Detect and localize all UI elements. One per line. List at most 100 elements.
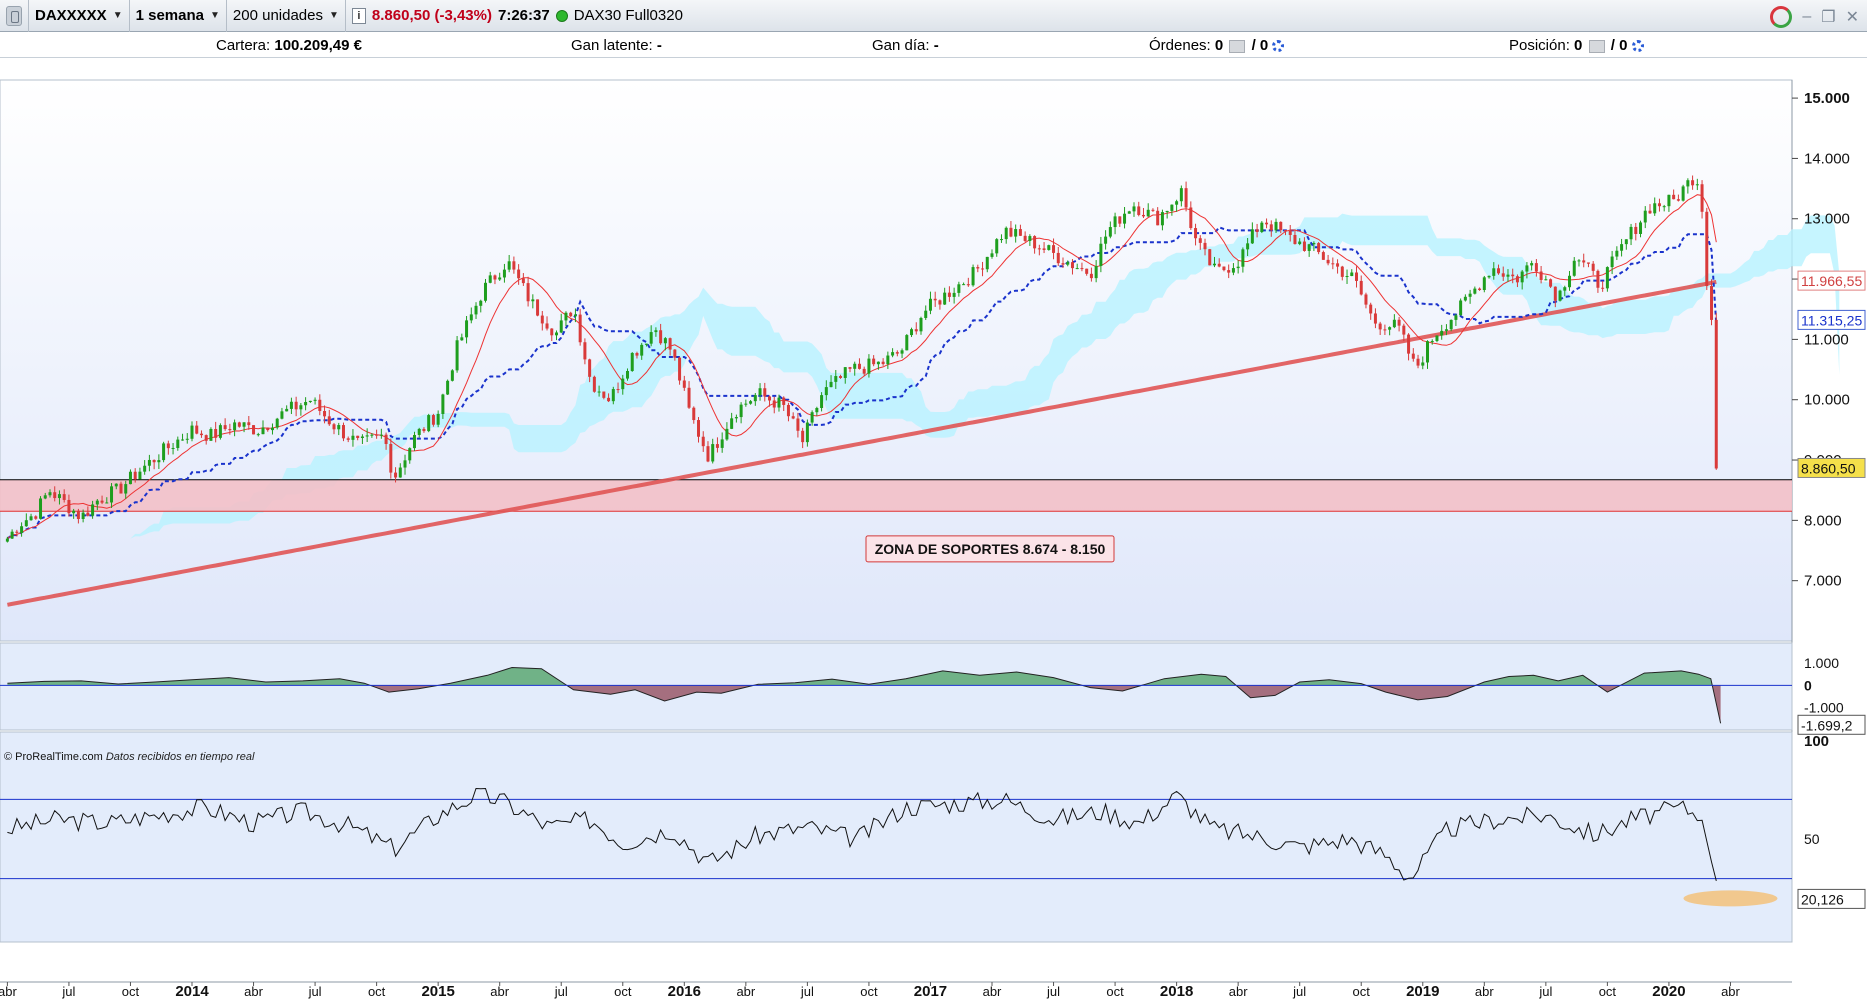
candle-body [730, 418, 734, 429]
candle-body [706, 446, 710, 462]
candle-body [1577, 260, 1581, 262]
candle-body [995, 239, 999, 254]
gear-icon[interactable] [1272, 40, 1285, 53]
candle-body [1525, 265, 1529, 272]
units-label: 200 unidades [232, 7, 323, 24]
candle-body [1028, 236, 1032, 241]
candle-body [1340, 266, 1344, 277]
candle-body [261, 427, 265, 435]
minimize-icon[interactable]: – [1802, 8, 1812, 25]
oscillator-value-flag: -1.699,2 [1801, 717, 1853, 733]
candle-body [67, 499, 71, 514]
candle-body [1676, 199, 1680, 201]
candle-body [1691, 180, 1695, 186]
info-icon[interactable]: i [351, 7, 366, 24]
candle-body [526, 283, 530, 302]
oscillator-plot-area[interactable] [0, 642, 1793, 731]
time-tick-label: abr [1475, 984, 1494, 999]
candle-body [233, 422, 237, 431]
candle-body [152, 459, 156, 463]
ordenes-total: / 0 [1251, 37, 1269, 54]
candle-body [801, 430, 805, 443]
candle-body [1435, 335, 1439, 342]
candle-body [1468, 293, 1472, 297]
candle-body [43, 495, 47, 499]
candle-body [1653, 203, 1657, 214]
copyright-note: © ProRealTime.com Datos recibidos en tie… [4, 751, 254, 763]
candle-body [1288, 230, 1292, 235]
candle-body [1047, 245, 1051, 250]
instrument-selector[interactable]: DAXXXXX ▼ [29, 0, 130, 32]
rsi-plot-area[interactable] [0, 731, 1793, 943]
candle-body [791, 416, 795, 419]
candle-body [185, 438, 189, 440]
last-price-flag-box [1797, 457, 1866, 478]
candle-body [635, 352, 639, 356]
time-tick-label: 2020 [1652, 983, 1685, 1000]
position-box-icon[interactable] [1588, 39, 1605, 53]
kijun-value-flag-box [1797, 309, 1866, 330]
candle-body [597, 391, 601, 393]
candle-body [772, 400, 776, 408]
contract-name: DAX30 Full0320 [573, 7, 683, 24]
time-tick-label: jul [554, 984, 568, 999]
candle-body [682, 380, 686, 388]
candle-body [876, 361, 880, 365]
candle-body [1246, 243, 1250, 250]
chart-area[interactable]: ZONA DE SOPORTES 8.674 - 8.150 15.000 14.0… [0, 58, 1867, 1000]
candle-body [133, 471, 137, 480]
candle-body [815, 407, 819, 413]
chevron-down-icon: ▼ [112, 10, 123, 21]
units-selector[interactable]: 200 unidades ▼ [227, 0, 346, 32]
candle-body [1345, 276, 1349, 278]
time-tick-label: abr [736, 984, 755, 999]
time-tick-label: abr [1721, 984, 1740, 999]
candle-body [1160, 212, 1164, 226]
candle-body [947, 292, 951, 297]
candle-body [1146, 209, 1150, 217]
candle-body [550, 328, 554, 336]
restore-icon[interactable]: ❐ [1821, 9, 1836, 26]
candle-body [1080, 268, 1084, 270]
ordenes-count: 0 [1214, 37, 1224, 54]
cartera-label: Cartera: [216, 37, 271, 54]
close-icon[interactable]: ✕ [1845, 9, 1859, 26]
candle-body [417, 428, 421, 435]
grip-handle[interactable] [0, 0, 29, 32]
candle-body [914, 329, 918, 332]
candle-body [886, 355, 890, 365]
candle-body [1009, 227, 1013, 237]
candle-body [15, 531, 19, 533]
price-tick-label: 8.000 [1804, 512, 1842, 529]
candle-body [1643, 210, 1647, 223]
refresh-icon[interactable] [1770, 6, 1793, 28]
candle-body [209, 428, 213, 441]
candle-body [952, 292, 956, 297]
candle-body [323, 411, 327, 417]
candle-body [304, 402, 308, 406]
candle-body [498, 277, 502, 280]
chart-canvas[interactable]: ZONA DE SOPORTES 8.674 - 8.150 15.000 14.0… [0, 58, 1867, 1000]
candle-body [1198, 238, 1202, 243]
oscillator-panel[interactable]: 1.000 0 -1.000-1.699,2 [0, 642, 1866, 735]
period-selector[interactable]: 1 semana ▼ [130, 0, 227, 32]
candle-body [758, 388, 762, 396]
candle-body [588, 359, 592, 377]
rsi-panel[interactable]: 100 50 20,126 [0, 731, 1866, 943]
candle-body [256, 434, 260, 436]
candle-body [1179, 188, 1183, 202]
gear-icon[interactable] [1631, 40, 1644, 53]
candle-body [507, 261, 511, 270]
candle-body [1515, 276, 1519, 283]
quote-time: 7:26:37 [497, 7, 550, 24]
candle-body [853, 363, 857, 369]
candle-body [678, 357, 682, 381]
oscillator-positive-area [7, 667, 1713, 686]
candle-body [143, 465, 147, 472]
short-moving-average-line [7, 194, 1717, 540]
time-tick-label: abr [983, 984, 1002, 999]
candle-body [441, 394, 445, 414]
candle-body [308, 400, 312, 403]
candle-body [1601, 287, 1605, 289]
orders-box-icon[interactable] [1229, 39, 1246, 53]
